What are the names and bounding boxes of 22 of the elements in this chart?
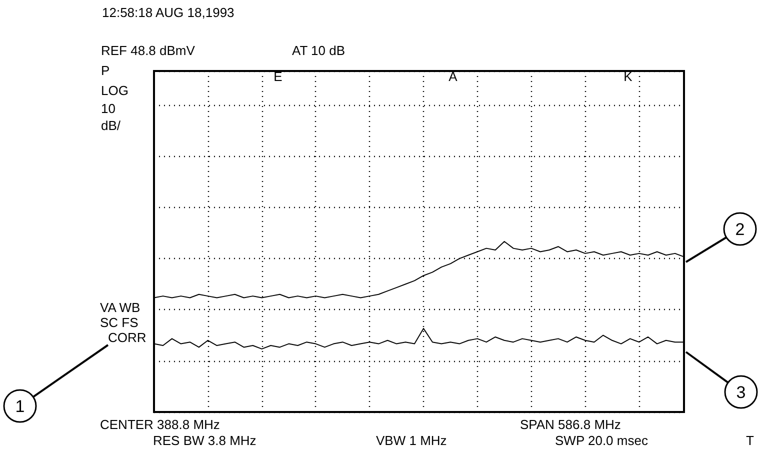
text: VBW 1 MHz [376,433,447,448]
text: A [448,69,458,84]
text: 10 [101,101,116,116]
text: SWP 20.0 msec [555,433,648,448]
text: 2 [735,220,745,239]
text: T [746,433,754,448]
text: AT 10 dB [292,43,345,58]
text: K [624,69,632,84]
text: E [274,69,282,84]
text: P [101,63,110,78]
text: 3 [736,383,746,402]
text: CORR [108,330,146,345]
text: VA WB [100,300,140,315]
text: dB/ [101,118,121,133]
text: CENTER 388.8 MHz [100,417,220,432]
text: 1 [15,397,25,416]
text: REF 48.8 dBmV [101,43,195,58]
text: LOG [101,83,128,98]
text: RES BW 3.8 MHz [153,433,256,448]
text: 12:58:18 AUG 18,1993 [102,5,234,20]
text: SPAN 586.8 MHz [520,417,621,432]
text: SC FS [100,315,138,330]
